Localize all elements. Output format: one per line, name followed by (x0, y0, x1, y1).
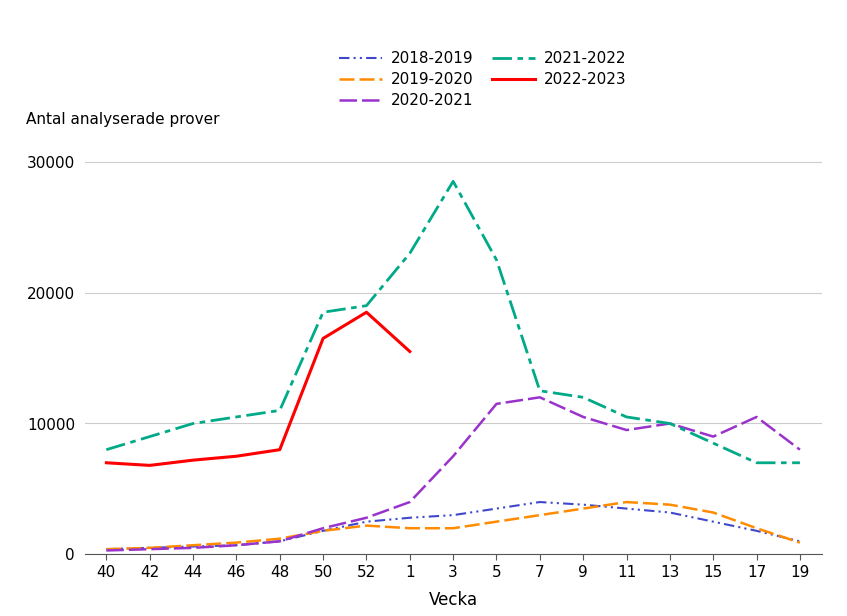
X-axis label: Vecka: Vecka (429, 591, 478, 609)
Text: Antal analyserade prover: Antal analyserade prover (25, 112, 219, 127)
Legend: 2018-2019, 2019-2020, 2020-2021, 2021-2022, 2022-2023: 2018-2019, 2019-2020, 2020-2021, 2021-20… (339, 51, 627, 108)
